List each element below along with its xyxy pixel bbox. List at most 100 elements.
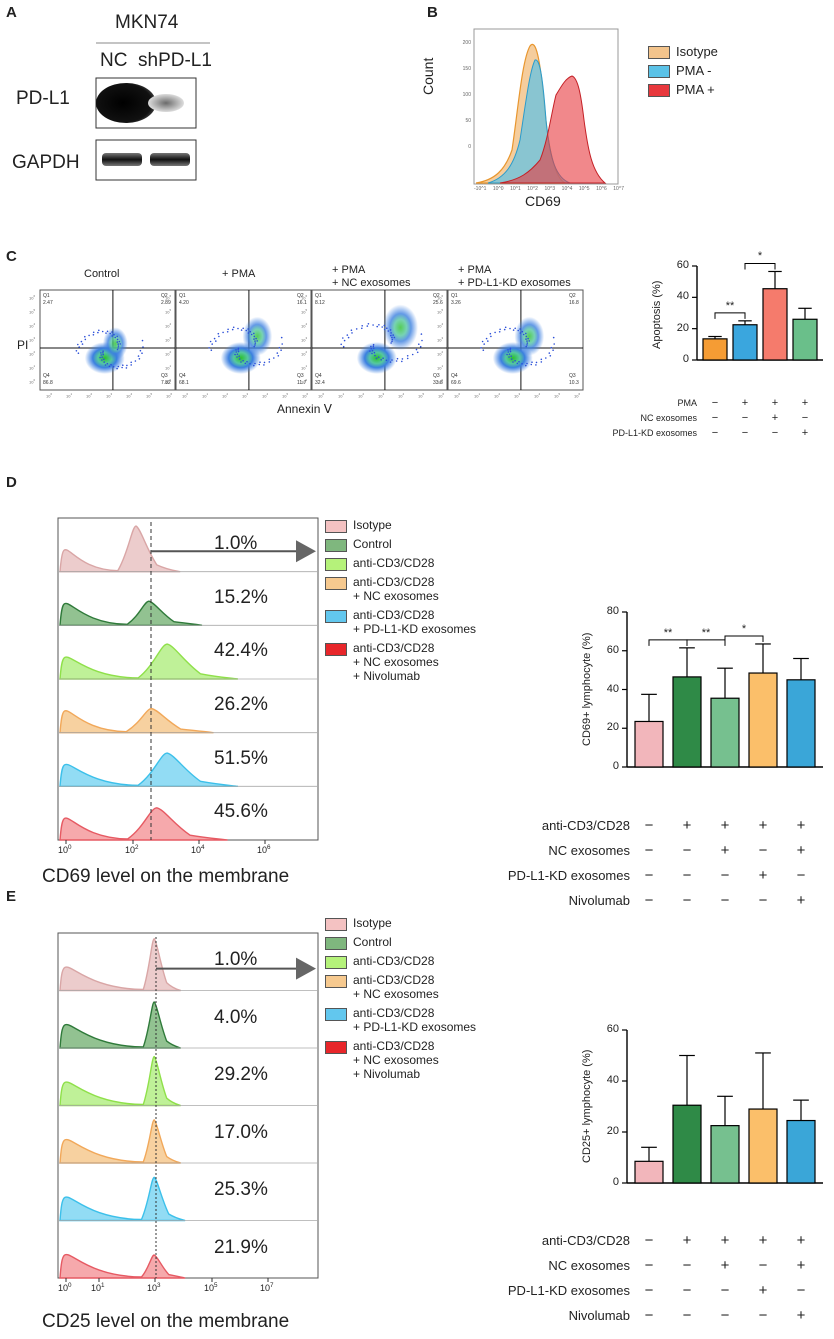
dotplot-event — [104, 364, 107, 366]
dotplot-event — [514, 327, 516, 330]
e-xlabel: CD25 level on the membrane — [42, 1311, 290, 1332]
quad-val-q3: 10.3 — [569, 380, 579, 386]
condition-label: PMA — [677, 398, 697, 408]
panel-label-b: B — [427, 4, 438, 21]
condition-mark: − — [644, 1257, 654, 1274]
dotplot-ytick: 103 — [301, 336, 308, 343]
dotplot-event — [483, 343, 486, 345]
dotplot-event — [226, 331, 229, 333]
dotplot-event — [481, 340, 484, 343]
bar-y-label: Apoptosis (%) — [651, 280, 663, 350]
legend-swatch — [325, 918, 347, 931]
dotplot-xtick: 102 — [86, 392, 93, 399]
hist-percentage: 25.3% — [214, 1179, 268, 1201]
dotplot-title-2: + PMA — [222, 268, 256, 280]
legend-swatch — [325, 956, 347, 969]
condition-label: Nivolumab — [568, 893, 630, 908]
dotplot-event — [254, 342, 257, 344]
dotplot-event — [105, 332, 107, 334]
hist-frame — [57, 517, 319, 841]
dotplot-event — [253, 335, 256, 338]
dotplot-ytick: 101 — [29, 364, 36, 371]
quad-name-q3: Q3 — [433, 373, 440, 379]
quad-name-q3: Q3 — [161, 373, 168, 379]
dotplot-event — [231, 328, 234, 331]
dotplot-event — [480, 347, 482, 349]
dotplot-event — [553, 343, 555, 345]
dotplot-event — [101, 330, 104, 333]
bar — [786, 679, 816, 768]
swatch — [648, 84, 670, 98]
condition-mark: − — [682, 1257, 692, 1274]
dotplot-event — [81, 343, 84, 345]
gapdh-band-nc — [102, 153, 142, 166]
dotplot-event — [122, 364, 124, 367]
significance-label: ** — [701, 626, 711, 639]
dotplot-event — [383, 328, 386, 331]
hist-curve — [59, 600, 203, 627]
dotplot-event — [103, 361, 105, 363]
dotplot-event — [527, 337, 529, 340]
hist-xtick: -10^1 — [474, 186, 487, 192]
dotplot-event — [485, 337, 488, 340]
legend-text: anti-CD3/CD28 — [353, 575, 435, 589]
hist-percentage: 1.0% — [214, 533, 258, 555]
gate-arrow-head — [296, 957, 316, 980]
dotplot-event — [516, 362, 519, 365]
swatch — [648, 46, 670, 60]
dotplot-event — [347, 336, 350, 339]
legend-text: anti-CD3/CD28 — [353, 641, 435, 655]
dotplot-event — [92, 331, 95, 334]
dotplot-event — [247, 328, 249, 330]
bar — [634, 1160, 664, 1184]
dotplot-event — [372, 343, 375, 346]
hist-curve — [59, 1253, 186, 1279]
dotplot-event — [535, 364, 537, 366]
dotplot-event — [112, 366, 115, 368]
dotplot-event — [222, 331, 224, 334]
quad-val-q1: 8.12 — [315, 300, 325, 306]
bar-ytick-label: 0 — [612, 1176, 619, 1188]
dotplot-event — [377, 356, 380, 359]
dotplot-event — [391, 340, 393, 343]
dotplot-xtick: 102 — [222, 392, 229, 399]
dotplot-xtick: 101 — [202, 392, 209, 399]
dotplot-event — [521, 363, 523, 365]
dotplot-event — [256, 340, 259, 342]
dotplot-event — [103, 358, 105, 361]
dotplot-event — [92, 334, 95, 336]
dotplot-event — [355, 328, 358, 330]
dotplot-ytick: 104 — [29, 322, 36, 329]
dotplot-event — [106, 330, 109, 333]
dotplot-event — [499, 328, 501, 331]
condition-mark: − — [682, 892, 692, 909]
condition-mark: − — [644, 867, 654, 884]
dotplot-event — [510, 355, 512, 358]
dotplot-event — [234, 353, 236, 356]
dotplot-event — [97, 331, 99, 334]
dotplot-event — [380, 359, 383, 361]
dotplot-event — [259, 361, 261, 364]
condition-mark: − — [720, 892, 730, 909]
dotplot-event — [372, 324, 374, 326]
blot-row-pdl1: PD-L1 — [16, 88, 70, 109]
bar — [672, 1104, 702, 1184]
condition-label: NC exosomes — [640, 413, 697, 423]
dotplot-event — [509, 347, 512, 350]
hist-ytick: 50 — [465, 118, 471, 124]
condition-mark: + — [758, 1232, 768, 1249]
dotplot-xlabel: Annexin Ⅴ — [277, 402, 332, 416]
dotplot-event — [125, 367, 128, 369]
bar-ytick-label: 20 — [606, 721, 619, 734]
quad-name-q3: Q3 — [569, 373, 576, 379]
dotplot-event — [549, 355, 552, 357]
dotplot-event — [509, 327, 511, 330]
significance-bracket — [724, 635, 764, 642]
dotplot-event — [378, 324, 380, 326]
dotplot-event — [249, 330, 252, 333]
hist-percentage: 45.6% — [214, 801, 268, 823]
dotplot-event — [376, 325, 379, 328]
hist-percentage: 26.2% — [214, 694, 268, 716]
hist-percentage: 42.4% — [214, 640, 268, 662]
condition-mark: − — [644, 817, 654, 834]
